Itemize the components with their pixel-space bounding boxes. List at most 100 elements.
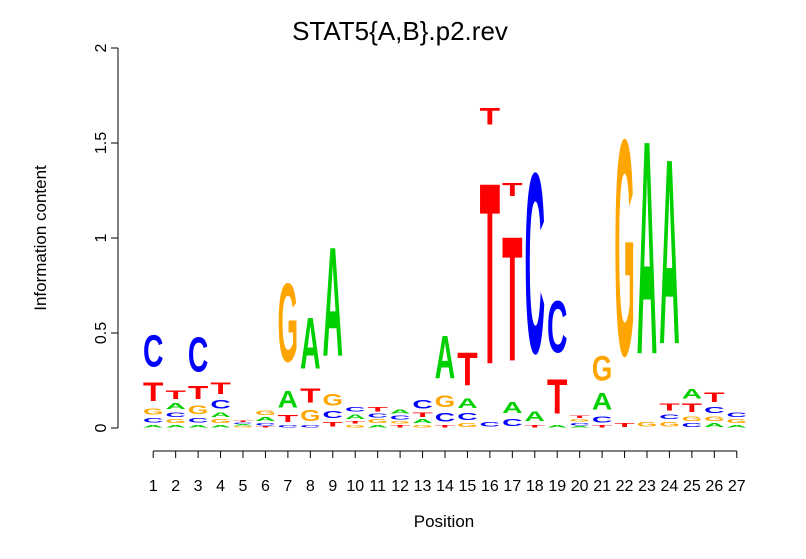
logo-letter-a: A	[367, 424, 388, 428]
logo-letter-t: T	[188, 382, 209, 403]
logo-letter-a: A	[569, 426, 589, 428]
logo-letter-g: G	[569, 418, 589, 422]
x-tick-label: 3	[194, 478, 203, 495]
logo-letter-g: G	[367, 419, 387, 425]
y-axis-label: Information content	[31, 165, 50, 311]
logo-letter-a: A	[637, 77, 657, 418]
logo-letter-t: T	[278, 413, 298, 424]
logo-letter-c: C	[525, 119, 545, 407]
logo-letter-g: G	[435, 392, 455, 411]
x-tick-label: 18	[526, 478, 544, 495]
logo-letter-t: T	[525, 424, 546, 428]
logo-letter-t: T	[255, 426, 276, 428]
logo-letter-g: G	[165, 419, 185, 425]
logo-letter-a: A	[165, 424, 186, 428]
logo-letter-c: C	[659, 413, 680, 421]
logo-letter-a: A	[704, 423, 725, 429]
logo-letter-c: C	[727, 411, 748, 419]
logo-letter-g: G	[614, 77, 634, 421]
logo-letter-a: A	[165, 402, 185, 411]
logo-letter-g: G	[682, 415, 702, 422]
y-axis: 0 0.5 1 1.5 2	[93, 43, 119, 432]
logo-letter-a: A	[502, 399, 522, 416]
logo-letter-g: G	[300, 407, 320, 424]
logo-letter-a: A	[592, 388, 613, 415]
logo-letter-t: T	[480, 104, 501, 130]
y-tick-label: 1	[93, 233, 110, 242]
logo-letter-c: C	[165, 411, 186, 419]
logo-letter-t: T	[502, 179, 523, 200]
logo-letter-t: T	[480, 129, 500, 419]
logo-letter-t: T	[704, 391, 725, 406]
logo-letter-a: A	[435, 325, 455, 393]
logo-letter-c: C	[323, 409, 343, 420]
x-tick-label: 22	[616, 478, 634, 495]
logo-letter-t: T	[323, 421, 344, 429]
x-tick-label: 10	[346, 478, 364, 495]
logo-letter-t: T	[659, 402, 679, 413]
logo-letter-a: A	[300, 302, 320, 384]
x-tick-label: 25	[683, 478, 701, 495]
logo-letter-g: G	[457, 423, 477, 429]
logo-letter-c: C	[278, 424, 298, 428]
logo-letter-t: T	[143, 377, 164, 407]
logo-letter-t: T	[614, 422, 635, 428]
x-tick-label: 12	[391, 478, 409, 495]
y-tick-label: 0.5	[93, 322, 110, 344]
logo-letter-a: A	[210, 424, 231, 428]
logo-letter-g: G	[210, 419, 230, 425]
logo-letter-a: A	[345, 413, 366, 421]
logo-letter-c: C	[390, 415, 411, 421]
x-tick-label: 15	[459, 478, 477, 495]
logo-letter-g: G	[278, 261, 298, 386]
x-tick-label: 27	[728, 478, 746, 495]
x-tick-label: 21	[593, 478, 611, 495]
x-tick-label: 24	[661, 478, 679, 495]
x-tick-label: 2	[171, 478, 180, 495]
x-tick-label: 23	[638, 478, 656, 495]
logo-letter-c: C	[143, 327, 163, 378]
x-tick-label: 4	[216, 478, 225, 495]
logo-letter-t: T	[412, 411, 433, 419]
logo-letter-g: G	[390, 420, 410, 424]
logo-letter-g: G	[323, 390, 343, 409]
logo-letter-c: C	[502, 417, 522, 428]
logo-letter-g: G	[659, 421, 679, 428]
x-tick-label: 7	[283, 478, 292, 495]
logo-letter-c: C	[592, 415, 612, 424]
logo-letter-a: A	[323, 214, 343, 389]
logo-letter-t: T	[502, 200, 522, 399]
x-tick-label: 11	[369, 478, 386, 495]
x-tick-label: 8	[306, 478, 315, 495]
x-axis: 1 2 3 4 5 6 7 8 9 10 11 12 13 14 15 16 17 18 19 20 21 22 23 24 2…	[149, 450, 746, 495]
x-tick-label: 17	[503, 478, 521, 495]
logo-letter-c: C	[682, 423, 703, 429]
x-tick-label: 13	[414, 478, 432, 495]
logo-letter-t: T	[592, 424, 613, 428]
x-tick-label: 20	[571, 478, 589, 495]
logo-letter-t: T	[367, 405, 388, 413]
logo-letter-a: A	[278, 386, 299, 413]
y-tick-label: 0	[93, 423, 110, 432]
logo-letter-a: A	[525, 409, 545, 424]
logo-letter-a: A	[390, 409, 411, 415]
x-tick-label: 19	[548, 478, 566, 495]
x-tick-label: 16	[481, 478, 499, 495]
logo-letter-a: A	[233, 424, 253, 426]
logo-letter-c: C	[480, 421, 501, 429]
logo-letter-c: C	[210, 397, 231, 411]
logo-letter-c: C	[233, 422, 253, 424]
logo-letter-a: A	[210, 411, 231, 419]
logo-letter-c: C	[569, 422, 589, 426]
logo-letter-t: T	[390, 424, 411, 428]
logo-letter-a: A	[255, 417, 276, 423]
logo-letter-t: T	[435, 424, 456, 428]
logo-letter-t: T	[457, 342, 477, 395]
logo-letter-t: T	[233, 420, 254, 422]
logo-letter-g: G	[143, 407, 163, 417]
logo-letter-a: A	[188, 424, 209, 428]
logo-letter-t: T	[210, 379, 230, 398]
logo-letter-g: G	[727, 419, 747, 425]
x-axis-label: Position	[414, 512, 474, 531]
